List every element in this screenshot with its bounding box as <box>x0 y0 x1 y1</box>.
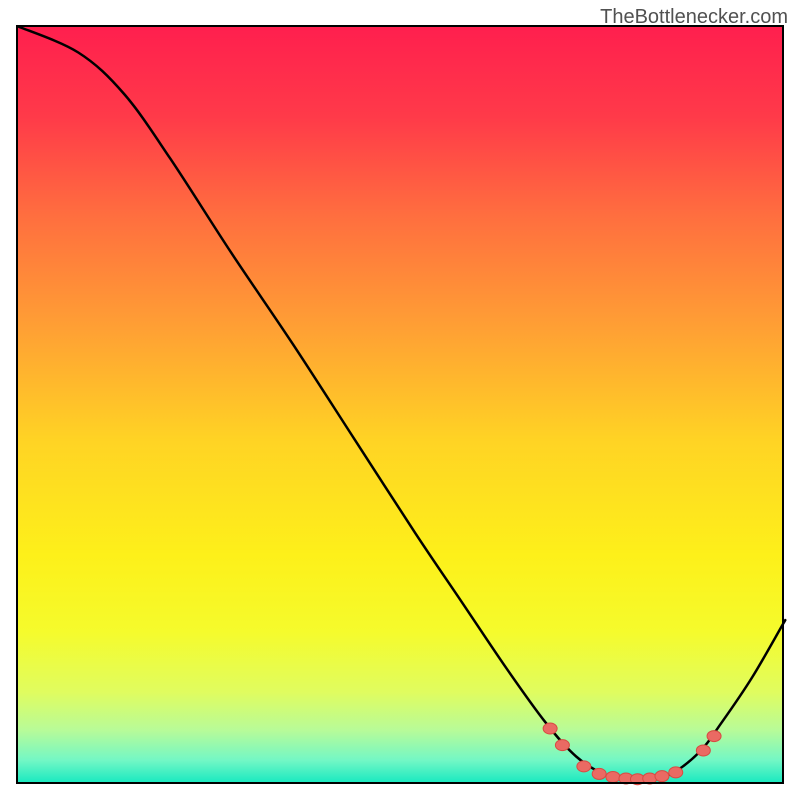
bottleneck-chart: TheBottlenecker.com <box>0 0 800 800</box>
curve-marker <box>592 768 606 779</box>
curve-marker <box>577 761 591 772</box>
curve-marker <box>555 740 569 751</box>
watermark-text: TheBottlenecker.com <box>600 6 788 29</box>
curve-marker <box>669 767 683 778</box>
curve-marker <box>707 731 721 742</box>
plot-background <box>17 26 783 783</box>
chart-svg <box>0 0 800 800</box>
curve-marker <box>606 771 620 782</box>
curve-marker <box>696 745 710 756</box>
curve-marker <box>543 723 557 734</box>
curve-marker <box>655 771 669 782</box>
